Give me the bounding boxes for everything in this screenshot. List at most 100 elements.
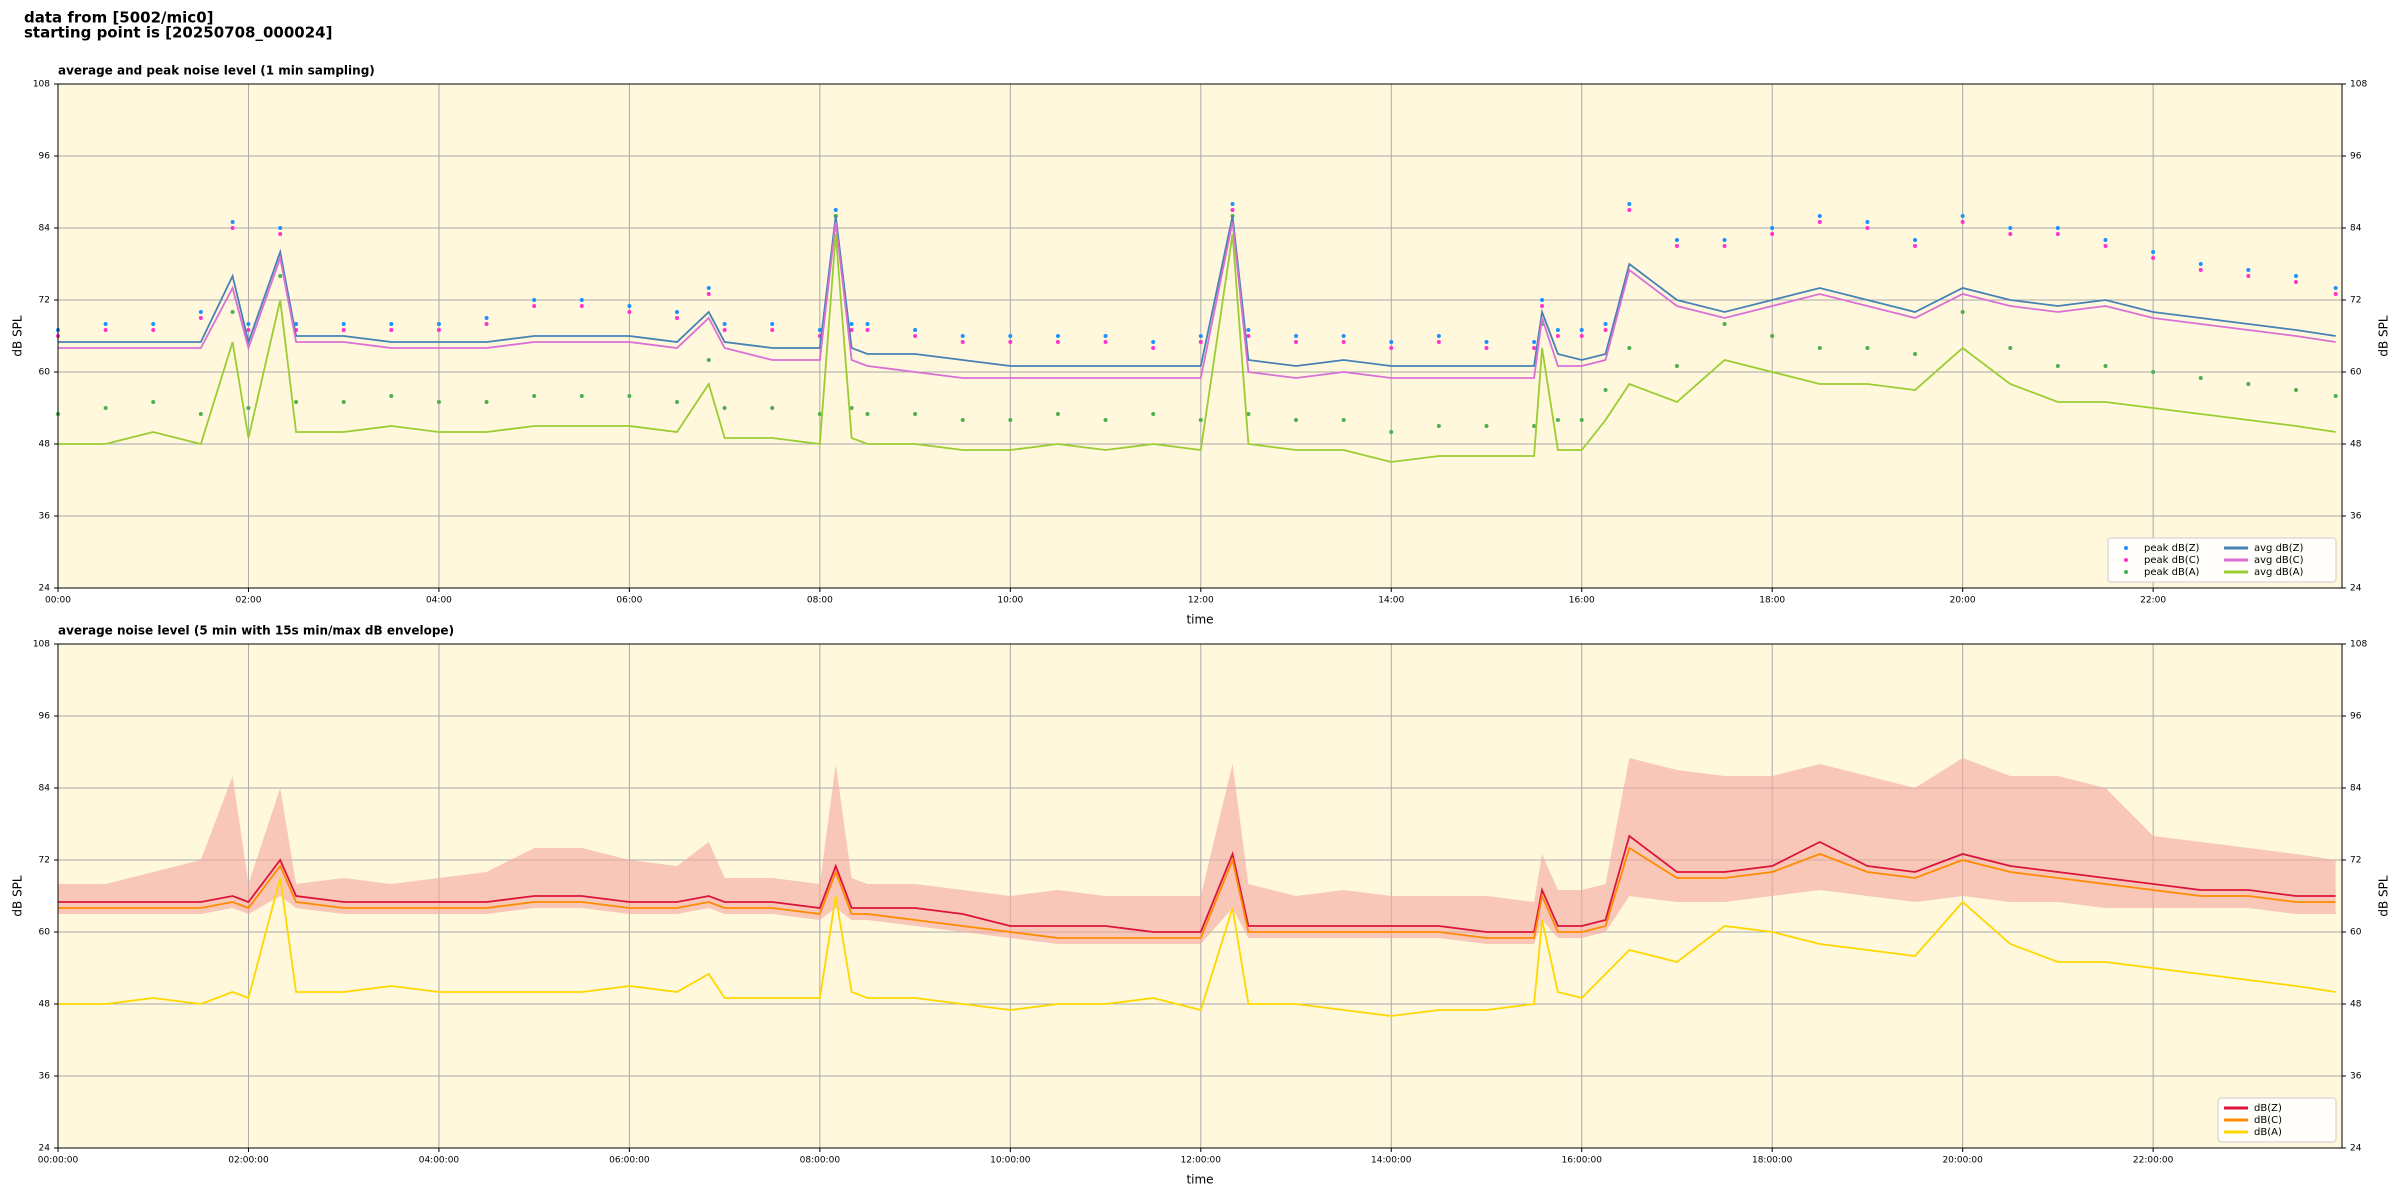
peak-point bbox=[1817, 220, 1822, 224]
peak-point bbox=[1555, 328, 1560, 332]
peak-point bbox=[2333, 292, 2338, 296]
x-tick-label: 16:00 bbox=[1569, 596, 1595, 606]
peak-point bbox=[151, 400, 156, 404]
peak-point bbox=[2008, 232, 2013, 236]
peak-point bbox=[627, 310, 632, 314]
peak-point bbox=[2151, 256, 2156, 260]
y-tick-label-right: 48 bbox=[2350, 440, 2362, 450]
peak-point bbox=[1294, 340, 1299, 344]
x-tick-label: 00:00:00 bbox=[38, 1156, 79, 1166]
peak-point bbox=[1817, 214, 1822, 218]
y-tick-label-right: 72 bbox=[2350, 856, 2361, 866]
y-axis-label: dB SPL bbox=[11, 875, 25, 917]
peak-point bbox=[627, 394, 632, 398]
y-tick-label-right: 24 bbox=[2350, 1144, 2362, 1154]
peak-point bbox=[2008, 346, 2013, 350]
peak-point bbox=[675, 310, 680, 314]
chart-panel: average noise level (5 min with 15s min/… bbox=[11, 624, 2391, 1187]
x-tick-label: 06:00 bbox=[616, 596, 642, 606]
peak-point bbox=[1389, 430, 1394, 434]
start-header: starting point is [20250708_000024] bbox=[24, 24, 332, 42]
x-tick-label: 04:00 bbox=[426, 596, 452, 606]
y-tick-label: 24 bbox=[39, 1144, 51, 1154]
y-tick-label: 60 bbox=[39, 928, 51, 938]
peak-point bbox=[2246, 274, 2251, 278]
peak-point bbox=[2103, 364, 2108, 368]
envelope-area bbox=[58, 758, 2336, 944]
peak-point bbox=[294, 400, 299, 404]
y-tick-label: 48 bbox=[39, 1000, 51, 1010]
x-tick-label: 02:00 bbox=[235, 596, 261, 606]
legend-marker bbox=[2124, 570, 2128, 574]
series-line bbox=[58, 877, 2336, 1017]
x-tick-label: 18:00 bbox=[1759, 596, 1785, 606]
peak-point bbox=[436, 328, 441, 332]
source-header: data from [5002/mic0] bbox=[24, 9, 214, 27]
peak-point bbox=[198, 310, 203, 314]
x-tick-label: 00:00 bbox=[45, 596, 71, 606]
peak-point bbox=[532, 304, 537, 308]
peak-point bbox=[2055, 226, 2060, 230]
peak-point bbox=[484, 400, 489, 404]
y-tick-label: 48 bbox=[39, 440, 51, 450]
y-tick-label-right: 60 bbox=[2350, 368, 2362, 378]
y-axis-label-right: dB SPL bbox=[2377, 315, 2391, 357]
peak-point bbox=[1008, 334, 1013, 338]
y-tick-label: 60 bbox=[39, 368, 51, 378]
peak-point bbox=[706, 292, 711, 296]
x-tick-label: 10:00 bbox=[997, 596, 1023, 606]
peak-point bbox=[1198, 340, 1203, 344]
peak-point bbox=[1230, 208, 1235, 212]
peak-point bbox=[865, 322, 870, 326]
peak-point bbox=[1294, 334, 1299, 338]
peak-point bbox=[1532, 340, 1537, 344]
peak-point bbox=[706, 358, 711, 362]
peak-point bbox=[1151, 340, 1156, 344]
peak-point bbox=[1151, 346, 1156, 350]
legend-marker bbox=[2124, 546, 2128, 550]
x-tick-label: 22:00 bbox=[2140, 596, 2166, 606]
peak-point bbox=[833, 208, 838, 212]
peak-point bbox=[722, 406, 727, 410]
peak-point bbox=[389, 322, 394, 326]
peak-point bbox=[1436, 340, 1441, 344]
peak-point bbox=[849, 322, 854, 326]
peak-point bbox=[103, 328, 108, 332]
peak-point bbox=[1230, 202, 1235, 206]
y-tick-label: 108 bbox=[33, 640, 50, 650]
peak-point bbox=[2333, 286, 2338, 290]
peak-point bbox=[1151, 412, 1156, 416]
peak-point bbox=[1484, 424, 1489, 428]
peak-point bbox=[1722, 322, 1727, 326]
peak-point bbox=[1008, 340, 1013, 344]
x-axis-label: time bbox=[1186, 613, 1213, 627]
peak-point bbox=[1770, 226, 1775, 230]
plot-frame bbox=[57, 83, 2343, 589]
peak-point bbox=[2055, 232, 2060, 236]
peak-point bbox=[865, 412, 870, 416]
legend-label: dB(C) bbox=[2254, 1115, 2282, 1126]
series-line bbox=[58, 834, 2336, 933]
peak-point bbox=[2293, 280, 2298, 284]
legend-box bbox=[2107, 537, 2337, 583]
x-axis-label: time bbox=[1186, 1173, 1213, 1187]
peak-point bbox=[722, 322, 727, 326]
peak-point bbox=[1341, 340, 1346, 344]
peak-point bbox=[2246, 382, 2251, 386]
peak-point bbox=[484, 322, 489, 326]
x-tick-label: 06:00:00 bbox=[609, 1156, 650, 1166]
series-line bbox=[58, 221, 2336, 379]
peak-point bbox=[1103, 418, 1108, 422]
y-tick-label-right: 96 bbox=[2350, 152, 2362, 162]
peak-point bbox=[706, 286, 711, 290]
y-tick-label: 96 bbox=[39, 152, 51, 162]
peak-point bbox=[484, 316, 489, 320]
peak-point bbox=[1008, 418, 1013, 422]
legend-label: avg dB(Z) bbox=[2254, 543, 2304, 554]
x-tick-label: 20:00:00 bbox=[1942, 1156, 1983, 1166]
peak-point bbox=[1055, 340, 1060, 344]
peak-point bbox=[1484, 346, 1489, 350]
legend-label: dB(A) bbox=[2254, 1127, 2282, 1138]
legend-label: avg dB(C) bbox=[2254, 555, 2304, 566]
